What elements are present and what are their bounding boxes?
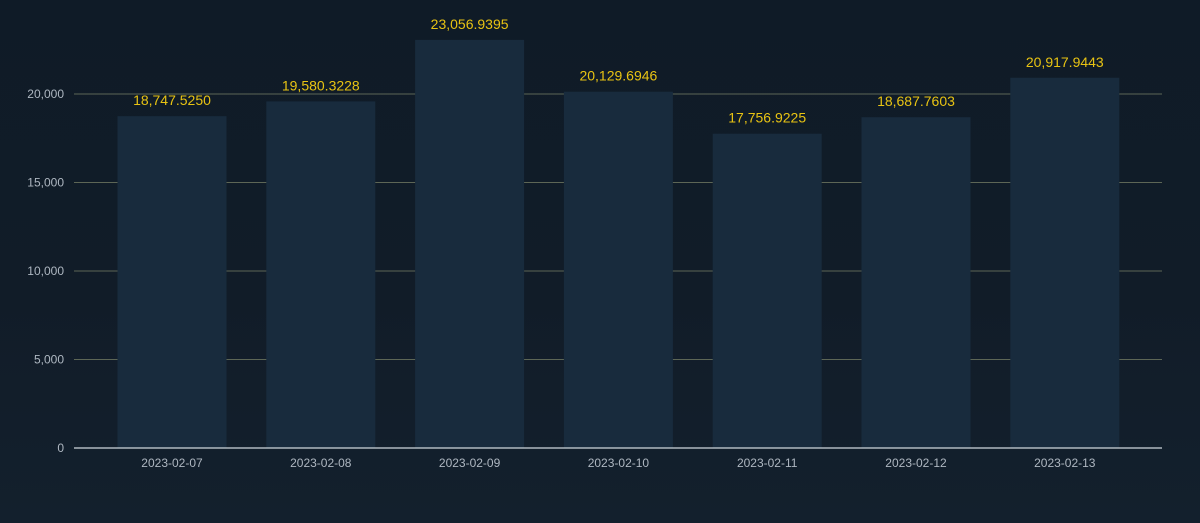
bar <box>861 117 971 449</box>
data-labels: 18,747.5250 19,580.3228 23,056.9395 20,129.… <box>133 16 1104 126</box>
data-label: 23,056.9395 <box>431 16 509 32</box>
y-tick-label: 10,000 <box>27 264 64 278</box>
bars <box>117 39 1120 449</box>
bar <box>712 133 822 449</box>
bar <box>1010 77 1120 449</box>
x-tick-label: 2023-02-12 <box>885 456 947 470</box>
x-tick-label: 2023-02-08 <box>290 456 352 470</box>
x-tick-label: 2023-02-11 <box>737 456 798 470</box>
x-tick-label: 2023-02-07 <box>141 456 203 470</box>
bar <box>415 39 525 448</box>
bar <box>563 91 673 448</box>
y-tick-label: 20,000 <box>27 87 64 101</box>
x-tick-label: 2023-02-10 <box>588 456 650 470</box>
x-tick-label: 2023-02-09 <box>439 456 501 470</box>
data-label: 18,687.7603 <box>877 93 955 109</box>
y-tick-label: 0 <box>57 441 64 455</box>
data-label: 18,747.5250 <box>133 92 211 108</box>
data-label: 20,917.9443 <box>1026 54 1104 70</box>
data-label: 20,129.6946 <box>579 68 657 84</box>
data-label: 17,756.9225 <box>728 110 806 126</box>
data-label: 19,580.3228 <box>282 77 360 93</box>
bar <box>117 116 227 448</box>
y-tick-label: 15,000 <box>27 176 64 190</box>
bar <box>266 101 376 448</box>
axes: 0 5,000 10,000 15,000 20,000 2023-02-07 2023-0… <box>27 87 1162 470</box>
x-tick-label: 2023-02-13 <box>1034 456 1096 470</box>
y-tick-label: 5,000 <box>34 353 64 367</box>
